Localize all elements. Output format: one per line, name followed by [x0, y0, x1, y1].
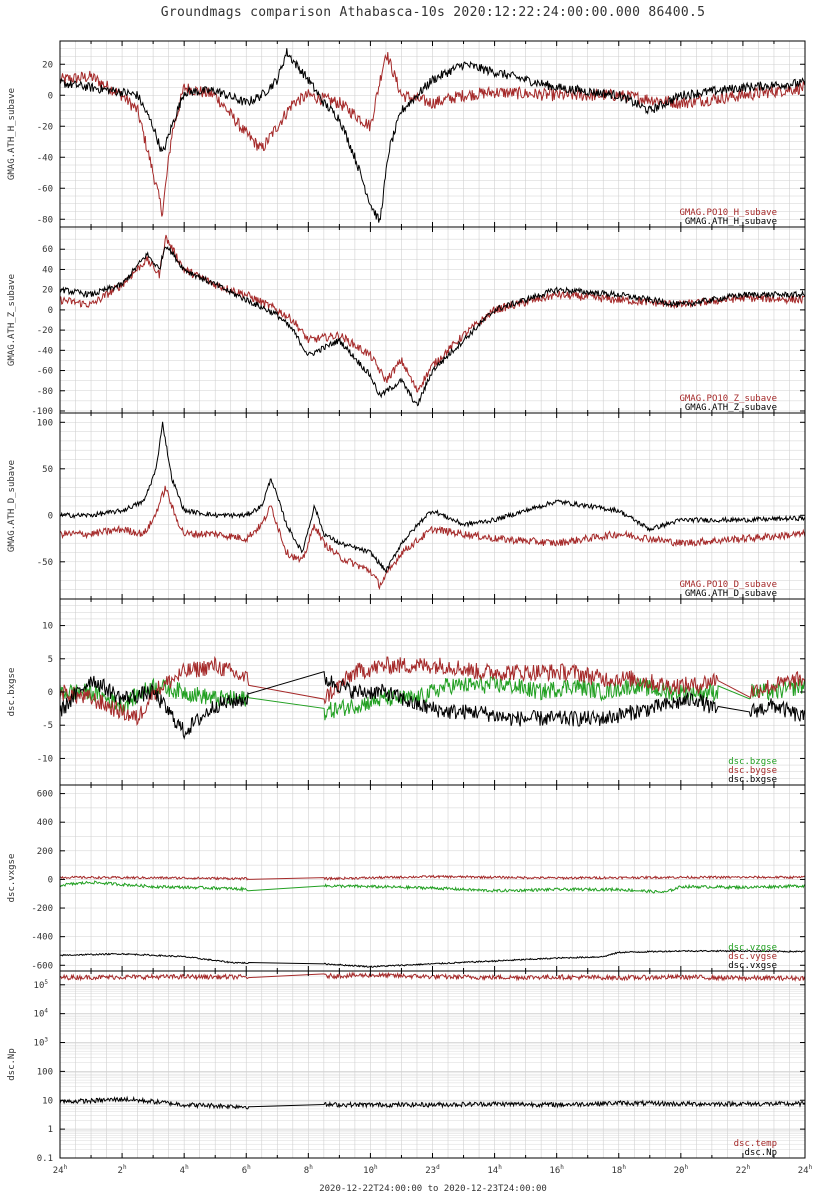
x-tick-label: 2h: [118, 1164, 127, 1176]
legend-entry: dsc.vxgse: [728, 961, 777, 971]
y-tick-label: -60: [37, 367, 53, 377]
y-tick-label: 10: [42, 622, 53, 632]
legend-entry: dsc.Np: [744, 1148, 777, 1158]
y-axis-label: dsc.vxgse: [7, 854, 17, 903]
series-line-dsc-temp: [60, 971, 805, 983]
legend-entry: GMAG.ATH_H_subave: [685, 217, 777, 227]
series-line-gmag-po10-d-subave: [60, 485, 805, 590]
y-tick-label: -20: [37, 122, 53, 132]
y-tick-label: 0: [48, 91, 53, 101]
legend-entry: GMAG.PO10_D_subave: [679, 580, 777, 590]
series-line-gmag-ath-h-subave: [60, 48, 805, 223]
y-tick-label: 10: [42, 1096, 53, 1106]
series-line-dsc-np: [60, 1095, 805, 1110]
legend-entry: dsc.temp: [734, 1139, 777, 1149]
series-line-gmag-po10-h-subave: [60, 52, 805, 217]
y-tick-label: -200: [31, 904, 53, 914]
legend-entry: GMAG.PO10_H_subave: [679, 208, 777, 218]
y-tick-label: -10: [37, 754, 53, 764]
y-tick-label: 40: [42, 265, 53, 275]
series-line-dsc-bzgse: [60, 675, 805, 721]
series-line-gmag-ath-d-subave: [60, 421, 805, 574]
series-line-dsc-bxgse: [60, 670, 805, 740]
legend-entry: dsc.bzgse: [728, 757, 777, 767]
series-line-dsc-bygse: [60, 655, 805, 727]
y-tick-label: -50: [37, 558, 53, 568]
panels: 200-20-40-60-80GMAG.ATH_H_subaveGMAG.PO1…: [7, 40, 813, 1176]
legend-entry: dsc.vygse: [728, 952, 777, 962]
y-tick-label: 0: [48, 306, 53, 316]
x-tick-label: 4h: [180, 1164, 189, 1176]
series-line-dsc-vzgse: [60, 880, 805, 894]
y-tick-label: 20: [42, 286, 53, 296]
panel-1: 200-20-40-60-80GMAG.ATH_H_subaveGMAG.PO1…: [7, 40, 806, 228]
y-tick-label: 0: [48, 511, 53, 521]
y-tick-label: 600: [37, 790, 53, 800]
y-tick-label: -40: [37, 153, 53, 163]
y-axis-label: GMAG.ATH_D_subave: [7, 460, 17, 552]
series-line-gmag-po10-z-subave: [60, 234, 805, 393]
y-tick-label: 0: [48, 688, 53, 698]
x-tick-label: 8h: [304, 1164, 313, 1176]
series-line-dsc-vxgse: [60, 949, 805, 968]
panel-3: 100500-50GMAG.ATH_D_subaveGMAG.PO10_D_su…: [7, 412, 806, 600]
y-tick-label: 400: [37, 818, 53, 828]
y-tick-label: 20: [42, 60, 53, 70]
figure-title: Groundmags comparison Athabasca-10s 2020…: [161, 5, 706, 20]
y-tick-label: 5: [48, 655, 53, 665]
legend-entry: dsc.vzgse: [728, 943, 777, 953]
y-tick-label: 100: [37, 418, 53, 428]
x-tick-label: 6h: [242, 1164, 251, 1176]
y-tick-label: 0: [48, 875, 53, 885]
x-axis-caption: 2020-12-22T24:00:00 to 2020-12-23T24:00:…: [319, 1184, 547, 1194]
y-tick-label: 0.1: [37, 1154, 53, 1164]
series-line-gmag-ath-z-subave: [60, 246, 805, 407]
y-tick-label: -5: [42, 721, 53, 731]
legend-entry: dsc.bygse: [728, 766, 777, 776]
y-tick-label: -40: [37, 346, 53, 356]
y-tick-label: -80: [37, 215, 53, 225]
y-axis-label: GMAG.ATH_H_subave: [7, 88, 17, 180]
y-tick-label: -20: [37, 326, 53, 336]
legend-entry: GMAG.ATH_D_subave: [685, 589, 777, 599]
y-tick-label: -100: [31, 407, 53, 417]
y-axis-label: dsc.Np: [7, 1048, 17, 1081]
y-tick-label: -60: [37, 184, 53, 194]
y-tick-label: 60: [42, 245, 53, 255]
legend-entry: dsc.bxgse: [728, 775, 777, 785]
y-tick-label: 50: [42, 465, 53, 475]
y-axis-label: dsc.bxgse: [7, 668, 17, 717]
series-line-dsc-vygse: [60, 874, 805, 881]
y-tick-label: 100: [37, 1067, 53, 1077]
legend-entry: GMAG.ATH_Z_subave: [685, 403, 777, 413]
legend-entry: GMAG.PO10_Z_subave: [679, 394, 777, 404]
y-tick-label: 1: [48, 1125, 53, 1135]
panel-5: 600 400 200 0 -200 -400 -600 dsc.vxgse dsc.vzgse…: [7, 784, 806, 972]
y-tick-label: 200: [37, 847, 53, 857]
y-tick-label: -600: [31, 961, 53, 971]
y-tick-label: -400: [31, 933, 53, 943]
y-tick-label: -80: [37, 387, 53, 397]
y-axis-label: GMAG.ATH_Z_subave: [7, 274, 17, 366]
